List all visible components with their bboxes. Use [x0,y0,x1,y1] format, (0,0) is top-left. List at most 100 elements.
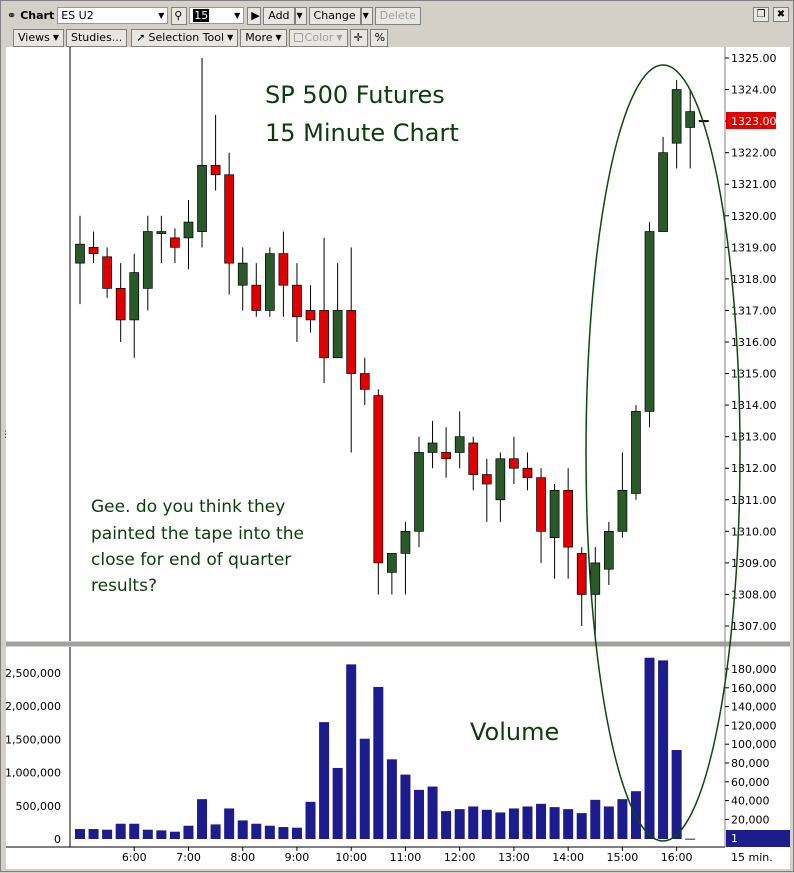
price-tick-label: 1307.00 [731,620,777,633]
price-tick-label: 1308.00 [731,588,777,601]
candle-up [427,442,438,453]
add-dropdown-icon[interactable]: ▼ [294,6,307,25]
crosshair-icon[interactable]: ✛ [349,28,368,47]
views-label: Views [18,31,50,44]
candle-up [644,231,655,412]
volume-bar [88,829,99,839]
volume-bar [685,838,696,840]
candle-down [536,477,546,532]
candle-up [237,262,248,286]
selection-tool-button[interactable]: ➚ Selection Tool ▼ [131,28,239,47]
annotation-note-line-4: results? [91,576,157,596]
volume-bar [129,823,140,839]
interval-label: 15 min. [731,851,773,864]
volume-bar [169,831,180,839]
candle-up [603,530,614,570]
volume-right-tick-label: 100,000 [731,738,777,751]
volume-bar [197,799,208,839]
candle-down [522,467,533,479]
color-label: Color [304,31,334,44]
price-tick-label: 1314.00 [731,399,777,412]
time-tick-label: 11:00 [390,851,422,864]
chevron-down-icon[interactable]: ▼ [158,11,165,20]
price-axis-panel[interactable] [725,47,790,641]
candle-down [563,489,574,548]
price-tick-label: 1325.00 [731,52,777,65]
candle-down [346,310,357,374]
restore-window-icon[interactable]: ❐ [753,7,769,22]
volume-bar [441,811,452,839]
search-icon[interactable]: ⚲ [171,6,188,25]
volume-bar [549,807,560,839]
price-tick-label: 1309.00 [731,557,777,570]
annotation-title-2: 15 Minute Chart [265,119,459,147]
volume-bar [495,812,506,839]
chevron-down-icon[interactable]: ▼ [234,11,241,20]
more-button[interactable]: More ▼ [240,28,287,47]
candle-down [576,553,587,595]
studies-button[interactable]: Studies... [66,28,128,47]
add-button[interactable]: Add [263,6,295,25]
volume-left-axis: 2,500,000 2,000,000 1,500,000 1,000,000 500,… [5,667,61,846]
volume-bar [359,738,370,839]
chain-link-icon[interactable]: ⚭ [7,9,17,22]
candle-up [197,164,207,232]
volume-axis-panel[interactable] [725,647,790,847]
change-dropdown-icon[interactable]: ▼ [360,6,373,25]
last-price-flag [726,112,776,129]
candle-up [549,489,560,538]
delete-label: Delete [379,9,416,22]
volume-bar [142,829,153,839]
price-tick-label: 1310.00 [731,525,777,538]
interval-value: 15 [193,9,210,22]
volume-right-tick-label: 140,000 [731,701,777,714]
color-button[interactable]: Color ▼ [288,28,348,47]
volume-bar [183,825,194,839]
candle-down [224,174,235,264]
volume-bar [210,824,221,839]
views-button[interactable]: Views ▼ [13,28,64,47]
volume-right-axis: 180,000 160,000 140,000 120,000 100,000 80,00… [725,663,777,826]
candle-up [617,489,628,532]
percent-button[interactable]: % [369,28,388,47]
time-tick-label: 13:00 [498,851,530,864]
annotation-note-line-3: close for end of quarter [91,550,291,570]
volume-bar [576,813,587,839]
price-tick-label: 1312.00 [731,462,777,475]
volume-bar [658,660,669,839]
change-button[interactable]: Change [308,6,361,25]
candle-down [115,288,126,321]
candle-down [170,237,180,248]
left-resize-grip[interactable]: ⋮ [1,430,10,440]
interval-select[interactable]: 15 ▼ [189,7,245,24]
candle-down [319,310,329,359]
symbol-value: ES U2 [61,9,94,22]
candle-down [509,458,519,469]
volume-right-tick-label: 160,000 [731,682,777,695]
right-resize-grip[interactable]: ⋮ [790,430,794,440]
candle-up [414,452,424,532]
chevron-down-icon: ▼ [227,33,234,42]
volume-bar [400,774,411,839]
time-tick-label: 10:00 [335,851,367,864]
volume-right-tick-label: 40,000 [731,795,770,808]
candle-up [400,530,411,554]
play-icon[interactable]: ▶ [247,6,262,25]
volume-bar [481,809,492,839]
volume-right-tick-label: 120,000 [731,719,777,732]
volume-left-tick-label: 1,000,000 [5,767,61,780]
price-tick-label: 1316.00 [731,336,777,349]
volume-bar [590,799,601,839]
percent-label: % [374,31,386,44]
symbol-input[interactable]: ES U2 ▼ [57,7,169,24]
candle-down [441,452,451,460]
annotation-volume: Volume [470,718,559,746]
volume-bar [468,806,479,839]
chevron-down-icon: ▼ [52,33,59,42]
candle-down [305,310,316,321]
volume-last-flag [726,830,790,847]
volume-bar [115,823,126,839]
delete-button[interactable]: Delete [374,6,421,25]
close-window-icon[interactable]: ✖ [773,7,789,22]
